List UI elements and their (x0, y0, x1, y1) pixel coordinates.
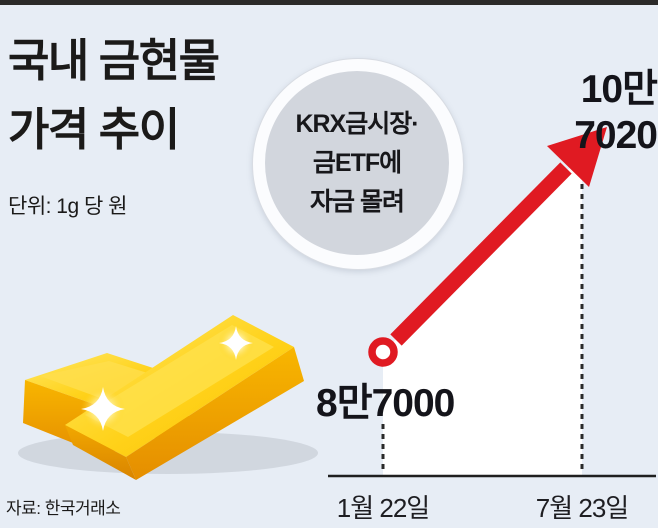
top-accent-bar (0, 0, 658, 5)
annotation-badge-inner: KRX금시장· 금ETF에 자금 몰려 (265, 71, 449, 255)
end-value-label: 10만7020 (574, 68, 658, 157)
trend-start-point (368, 337, 398, 367)
title-line-1: 국내 금현물 (8, 35, 220, 86)
badge-text-line-1: KRX금시장· (295, 109, 419, 138)
start-value-label: 8만7000 (316, 382, 455, 425)
title-line-2: 가격 추이 (8, 104, 180, 155)
area-fill (383, 156, 582, 475)
x-tick-start-date: 1월 22일 (336, 493, 430, 523)
sparkle-icon (81, 387, 125, 431)
page-title: 국내 금현물 가격 추이 (8, 26, 220, 164)
trend-arrow-head (547, 127, 607, 187)
x-tick-end-date: 7월 23일 (535, 493, 629, 523)
badge-text-line-3: 자금 몰려 (310, 187, 405, 216)
gold-bars-illustration (18, 315, 318, 480)
trend-arrow-shaft (390, 162, 572, 346)
sparkle-icon (218, 325, 254, 361)
annotation-badge: KRX금시장· 금ETF에 자금 몰려 (252, 58, 464, 270)
unit-label: 단위: 1g 당 원 (8, 195, 127, 218)
badge-text-line-2: 금ETF에 (312, 148, 402, 177)
source-credit: 자료: 한국거래소 (6, 499, 121, 518)
